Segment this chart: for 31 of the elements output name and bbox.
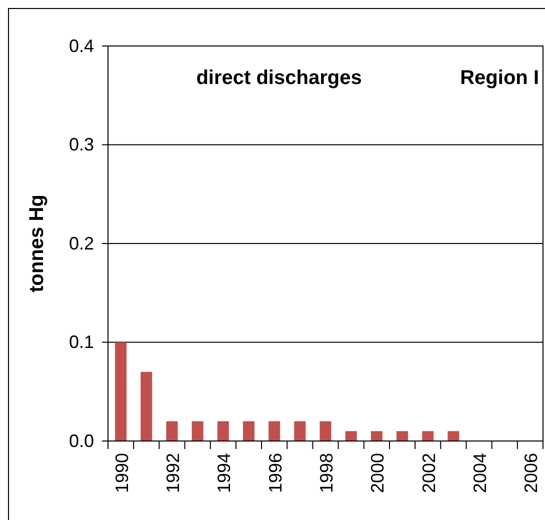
- text: direct discharges: [196, 67, 362, 89]
- bar: [345, 431, 357, 441]
- bar: [115, 342, 127, 441]
- bar: [217, 421, 229, 441]
- bar: [396, 431, 408, 441]
- bar: [140, 372, 152, 441]
- x-tick-label: 1992: [162, 453, 183, 494]
- x-tick-label: 1996: [265, 453, 286, 494]
- bar: [294, 421, 306, 441]
- y-tick-label: 0.3: [68, 134, 94, 155]
- text: Region I: [460, 67, 539, 89]
- bar: [422, 431, 434, 441]
- x-tick-label: 1994: [214, 453, 234, 494]
- x-tick-label: 2000: [368, 453, 388, 494]
- y-axis-title: tonnes Hg: [26, 194, 48, 292]
- bar: [166, 421, 178, 441]
- bar: [268, 421, 280, 441]
- bar: [448, 431, 460, 441]
- x-tick-label: 2002: [418, 453, 439, 494]
- bar: [370, 431, 382, 441]
- y-tick-label: 0.1: [68, 332, 94, 352]
- y-tick-label: 0.2: [68, 233, 94, 254]
- x-tick-label: 2006: [521, 453, 542, 494]
- y-tick-label: 0.4: [68, 36, 94, 56]
- x-tick-label: 1990: [112, 453, 132, 494]
- y-tick-label: 0.0: [68, 430, 94, 451]
- bar: [320, 421, 332, 441]
- x-tick-label: 1998: [316, 453, 336, 494]
- bar: [192, 421, 204, 441]
- bar: [242, 421, 254, 441]
- x-tick-label: 2004: [470, 453, 490, 494]
